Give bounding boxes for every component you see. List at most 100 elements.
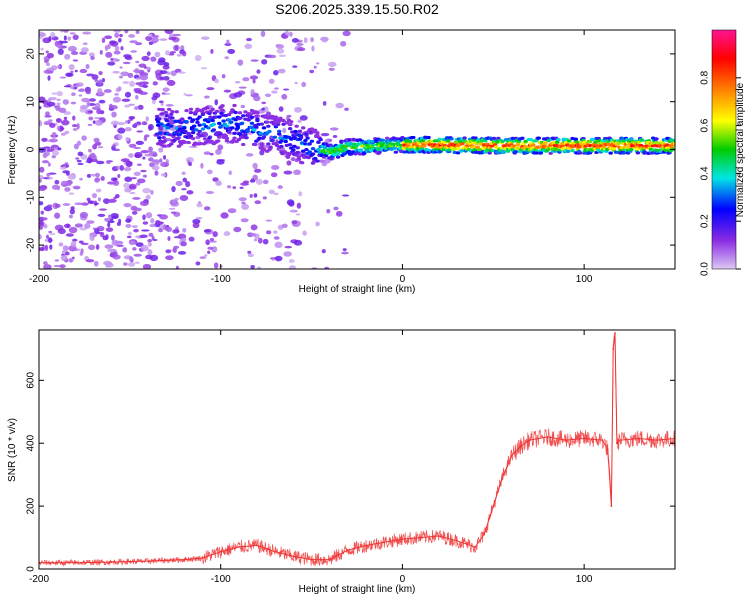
x-tick-label: 0 xyxy=(400,574,406,585)
spectrogram-cell xyxy=(246,37,252,42)
spectrogram-band-cell xyxy=(283,139,288,144)
spectrogram-band-cell xyxy=(281,122,286,126)
y-tick-label: 0 xyxy=(26,146,37,152)
spectrogram-cell xyxy=(186,190,194,195)
spectrogram-cell xyxy=(324,266,329,269)
spectrogram-cell xyxy=(254,200,262,205)
x-tick-label: -100 xyxy=(211,574,231,585)
spectrogram-cell xyxy=(133,253,143,257)
spectrogram-band-cell xyxy=(452,150,457,155)
spectrogram-band-cell xyxy=(162,139,167,143)
spectrogram-band-cell xyxy=(295,146,300,150)
spectrogram-band-cell xyxy=(574,140,580,144)
spectrogram-cell xyxy=(129,80,135,87)
spectrogram-cell xyxy=(110,177,118,182)
spectrogram-band-cell xyxy=(197,129,202,134)
spectrogram-cell xyxy=(115,58,120,62)
spectrogram-cell xyxy=(141,229,150,232)
spectrogram-cell xyxy=(240,104,245,109)
spectrogram-cell xyxy=(65,251,70,256)
spectrogram-band-cell xyxy=(261,135,267,139)
spectrogram-band-cell xyxy=(275,120,281,124)
spectrogram-cell xyxy=(108,105,118,110)
spectrogram-cell xyxy=(48,233,56,236)
spectrogram-cell xyxy=(162,87,170,92)
spectrogram-cell xyxy=(80,202,89,206)
spectrogram-cell xyxy=(116,165,120,170)
spectrogram-band-cell xyxy=(197,115,202,119)
snr-point xyxy=(365,544,367,547)
spectrogram-band-cell xyxy=(303,142,308,146)
spectrogram-band-cell xyxy=(254,125,259,129)
spectrogram-cell xyxy=(145,194,151,200)
spectrogram-band-cell xyxy=(358,148,364,152)
spectrogram-cell xyxy=(147,33,153,37)
spectrogram-cell xyxy=(252,79,256,84)
spectrogram-cell xyxy=(283,88,290,91)
spectrogram-band-cell xyxy=(513,149,519,154)
spectrogram-cell xyxy=(51,92,57,95)
spectrogram-cell xyxy=(297,47,306,52)
spectrogram-cell xyxy=(88,148,92,153)
spectrogram-cell xyxy=(117,174,121,179)
spectrogram-band-cell xyxy=(278,136,283,140)
spectrogram-band-cell xyxy=(184,120,189,124)
spectrogram-cell xyxy=(86,173,92,178)
spectrogram-cell xyxy=(207,169,213,175)
spectrogram-cell xyxy=(295,213,301,216)
spectrogram-cell xyxy=(39,247,45,251)
spectrogram-cell xyxy=(238,197,247,202)
spectrogram-cell xyxy=(135,182,141,186)
spectrogram-cell xyxy=(179,195,189,202)
spectrogram-band-cell xyxy=(267,129,272,134)
spectrogram-cell xyxy=(94,78,98,83)
spectrogram-cell xyxy=(151,165,160,171)
spectrogram-band-cell xyxy=(310,152,316,156)
spectrogram-band-cell xyxy=(217,115,222,119)
spectrogram-band-cell xyxy=(164,113,170,118)
spectrogram-cell xyxy=(124,176,133,183)
spectrogram-band-cell xyxy=(266,142,271,146)
spectrogram-cell xyxy=(197,139,201,143)
spectrogram-cell xyxy=(62,99,69,105)
spectrogram-band-cell xyxy=(282,150,287,154)
spectrogram-cell xyxy=(166,79,176,87)
spectrogram-cell xyxy=(213,262,219,269)
spectrogram-cell xyxy=(315,221,320,227)
spectrogram-band-cell xyxy=(311,159,317,164)
spectrogram-cell xyxy=(49,244,53,250)
spectrogram-cell xyxy=(203,95,210,99)
spectrogram-band-cell xyxy=(243,133,248,137)
spectrogram-band-cell xyxy=(455,146,461,150)
spectrogram-cell xyxy=(45,50,49,54)
spectrogram-cell xyxy=(121,98,131,102)
spectrogram-cell xyxy=(241,203,250,210)
spectrogram-band-cell xyxy=(301,149,306,153)
spectrogram-cell xyxy=(95,102,101,109)
spectrogram-cell xyxy=(81,135,87,141)
spectrogram-band-cell xyxy=(211,122,217,126)
spectrogram-cell xyxy=(157,59,166,66)
spectrogram-cell xyxy=(80,242,89,246)
spectrogram-band-cell xyxy=(665,143,670,147)
spectrogram-cell xyxy=(296,202,302,209)
spectrogram-cell xyxy=(286,199,295,206)
spectrogram-cell xyxy=(140,150,150,154)
spectrogram-band-cell xyxy=(221,119,226,123)
spectrogram-cell xyxy=(130,50,137,53)
spectrogram-band-cell xyxy=(270,138,275,142)
spectrogram-cell xyxy=(250,59,259,62)
spectrogram-cell xyxy=(233,92,243,98)
spectrogram-band-cell xyxy=(329,157,334,161)
spectrogram-cell xyxy=(59,40,69,44)
spectrogram-cell xyxy=(147,123,154,131)
spectrogram-cell xyxy=(114,93,119,96)
spectrogram-cell xyxy=(250,265,255,269)
spectrogram-cell xyxy=(116,244,124,247)
spectrogram-band-cell xyxy=(293,132,298,137)
spectrogram-cell xyxy=(106,160,111,165)
spectrogram-cell xyxy=(182,177,188,183)
spectrogram-cell xyxy=(203,151,211,155)
spectrogram-cell xyxy=(238,86,247,89)
